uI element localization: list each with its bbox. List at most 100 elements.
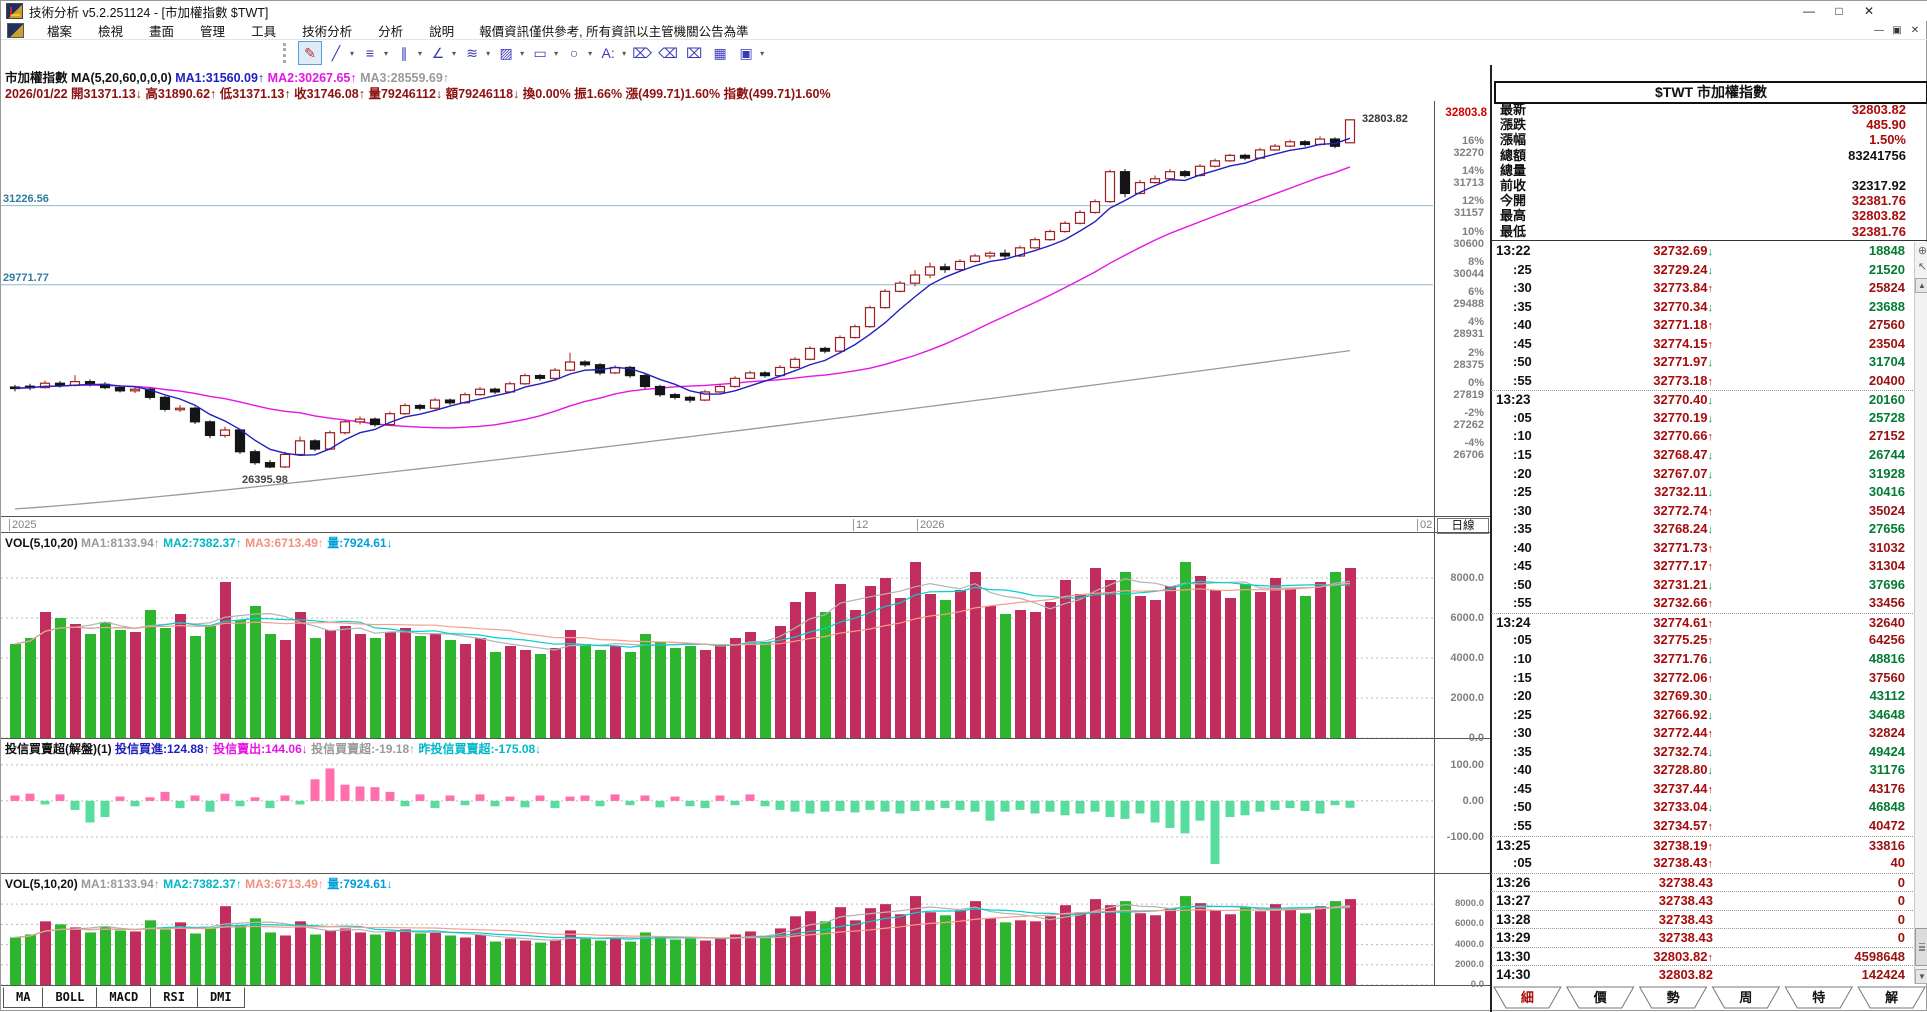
tick-row[interactable]: 13:23 32770.40↓ 20160: [1491, 390, 1915, 409]
tick-row[interactable]: :40 32728.80↓ 31176: [1491, 761, 1915, 780]
tick-row[interactable]: :45 32777.17↑ 31304: [1491, 557, 1915, 576]
tick-row[interactable]: :20 32769.30↓ 43112: [1491, 687, 1915, 706]
tick-row[interactable]: 13:29 32738.43 0: [1491, 928, 1915, 947]
tick-row[interactable]: :40 32771.18↑ 27560: [1491, 316, 1915, 335]
mdi-restore-button[interactable]: ▣: [1892, 24, 1902, 36]
tick-list[interactable]: 13:22 32732.69↓ 18848:25 32729.24↓ 21520:30 3…: [1491, 242, 1915, 984]
tick-row[interactable]: 13:27 32738.43 0: [1491, 891, 1915, 910]
rectangle-tool[interactable]: ▭: [533, 44, 547, 61]
menu-檢視[interactable]: 檢視: [98, 24, 124, 39]
hatch-lines-tool[interactable]: ▨: [499, 44, 513, 61]
tick-row[interactable]: :05 32775.25↑ 64256: [1491, 631, 1915, 650]
trendline-tool-dropdown[interactable]: ▾: [350, 48, 355, 58]
scroll-down-button[interactable]: ▼: [1915, 969, 1927, 984]
close-button[interactable]: ✕: [1863, 4, 1875, 18]
quote-tab-解[interactable]: [1857, 986, 1926, 1009]
channel-tool-dropdown[interactable]: ▾: [486, 48, 491, 58]
period-button[interactable]: 日線: [1437, 518, 1489, 534]
indicator-tab-boll[interactable]: BOLL: [42, 987, 98, 1008]
tick-row[interactable]: 14:30 32803.82 142424: [1491, 965, 1915, 984]
tick-row[interactable]: :30 32773.84↑ 25824: [1491, 279, 1915, 298]
quote-tab-label[interactable]: 解: [1884, 990, 1898, 1005]
mdi-close-button[interactable]: ✕: [1910, 24, 1920, 36]
menu-分析[interactable]: 分析: [378, 24, 404, 39]
tick-row[interactable]: :55 32773.18↑ 20400: [1491, 372, 1915, 391]
hatch-lines-tool-dropdown[interactable]: ▾: [520, 48, 525, 58]
scroll-up-button[interactable]: ▲: [1915, 278, 1927, 293]
quote-tab-label[interactable]: 周: [1739, 990, 1752, 1005]
tick-row[interactable]: 13:25 32738.19↑ 33816: [1491, 835, 1915, 855]
tick-row[interactable]: :25 32732.11↓ 30416: [1491, 483, 1915, 502]
tick-row[interactable]: :25 32766.92↓ 34648: [1491, 706, 1915, 725]
save-tool[interactable]: ▣: [739, 44, 753, 61]
erase-all-tool[interactable]: ⌧: [686, 44, 703, 61]
draw-tool[interactable]: ✎: [298, 41, 322, 65]
rectangle-tool-dropdown[interactable]: ▾: [554, 48, 559, 58]
indicator-tab-macd[interactable]: MACD: [96, 987, 152, 1008]
tick-row[interactable]: :30 32772.74↑ 35024: [1491, 502, 1915, 521]
save-tool-dropdown[interactable]: ▾: [760, 48, 765, 58]
tick-row[interactable]: :45 32774.15↑ 23504: [1491, 335, 1915, 354]
tick-row[interactable]: :10 32771.76↓ 48816: [1491, 650, 1915, 669]
quote-tab-價[interactable]: [1565, 986, 1635, 1009]
palette-tool[interactable]: ▦: [713, 44, 727, 61]
trendline-tool[interactable]: ╱: [331, 44, 341, 61]
fan-lines-tool[interactable]: ∠: [431, 44, 445, 61]
tick-row[interactable]: :30 32772.44↑ 32824: [1491, 724, 1915, 743]
tick-row[interactable]: :15 32772.06↑ 37560: [1491, 669, 1915, 688]
horizontal-line-tool[interactable]: ≡: [365, 45, 375, 61]
menu-檔案[interactable]: 檔案: [47, 24, 73, 39]
tick-row[interactable]: :55 32732.66↑ 33456: [1491, 594, 1915, 613]
tick-row[interactable]: :20 32767.07↓ 31928: [1491, 465, 1915, 484]
tick-row[interactable]: :35 32770.34↓ 23688: [1491, 298, 1915, 317]
quote-tab-label[interactable]: 勢: [1667, 990, 1680, 1005]
fan-lines-tool-dropdown[interactable]: ▾: [452, 48, 457, 58]
menu-管理[interactable]: 管理: [200, 24, 226, 39]
erase-one-tool[interactable]: ⌦: [632, 44, 653, 61]
tick-row[interactable]: 13:26 32738.43 0: [1491, 872, 1915, 892]
ellipse-tool-dropdown[interactable]: ▾: [588, 48, 593, 58]
tick-row[interactable]: :10 32770.66↑ 27152: [1491, 427, 1915, 446]
tick-row[interactable]: :45 32737.44↑ 43176: [1491, 780, 1915, 799]
quote-tab-勢[interactable]: [1638, 986, 1708, 1009]
channel-tool[interactable]: ≋: [466, 44, 478, 61]
tick-row[interactable]: :50 32731.21↓ 37696: [1491, 576, 1915, 595]
indicator-tab-rsi[interactable]: RSI: [150, 987, 198, 1008]
menu-技術分析[interactable]: 技術分析: [302, 24, 353, 39]
tick-row[interactable]: 13:24 32774.61↑ 32640: [1491, 612, 1915, 632]
tick-row[interactable]: :50 32733.04↓ 46848: [1491, 798, 1915, 817]
tick-row[interactable]: 13:28 32738.43 0: [1491, 909, 1915, 929]
tick-row[interactable]: :50 32771.97↓ 31704: [1491, 353, 1915, 372]
minimize-button[interactable]: —: [1803, 4, 1815, 18]
quote-tab-label[interactable]: 價: [1593, 990, 1608, 1005]
vertical-line-tool-dropdown[interactable]: ▾: [418, 48, 423, 58]
menu-工具[interactable]: 工具: [251, 24, 277, 39]
toolbar-grip[interactable]: [283, 43, 291, 63]
quote-tab-細[interactable]: [1493, 986, 1562, 1009]
quote-tab-label[interactable]: 特: [1812, 990, 1825, 1005]
tick-row[interactable]: 13:22 32732.69↓ 18848: [1491, 242, 1915, 261]
tick-row[interactable]: :15 32768.47↓ 26744: [1491, 446, 1915, 465]
erase-mode-tool[interactable]: ⌫: [658, 44, 679, 61]
cursor-icon[interactable]: ↖: [1917, 261, 1927, 273]
text-tool-dropdown[interactable]: ▾: [622, 48, 627, 58]
menu-畫面[interactable]: 畫面: [149, 24, 175, 39]
chart-canvas[interactable]: [1, 101, 1434, 985]
vertical-line-tool[interactable]: ∥: [400, 44, 408, 61]
tick-row[interactable]: :55 32734.57↑ 40472: [1491, 817, 1915, 836]
menu-說明[interactable]: 說明: [429, 24, 455, 39]
quote-tab-label[interactable]: 細: [1521, 990, 1534, 1005]
quote-tab-特[interactable]: [1784, 986, 1854, 1009]
tick-row[interactable]: :35 32732.74↓ 49424: [1491, 743, 1915, 762]
tick-row[interactable]: :05 32770.19↓ 25728: [1491, 409, 1915, 428]
tick-scrollbar[interactable]: ⊕ ↖ ▲ ▼: [1914, 242, 1927, 984]
quote-tab-周[interactable]: [1711, 986, 1781, 1009]
ellipse-tool[interactable]: ○: [569, 45, 579, 61]
mdi-minimize-button[interactable]: —: [1874, 24, 1884, 36]
tick-row[interactable]: 13:30 32803.82↑ 4598648: [1491, 946, 1915, 966]
maximize-button[interactable]: □: [1835, 4, 1843, 18]
indicator-tab-ma[interactable]: MA: [3, 987, 44, 1008]
tick-row[interactable]: :40 32771.73↑ 31032: [1491, 539, 1915, 558]
text-tool[interactable]: A:: [601, 45, 615, 61]
scroll-thumb[interactable]: [1915, 928, 1927, 966]
